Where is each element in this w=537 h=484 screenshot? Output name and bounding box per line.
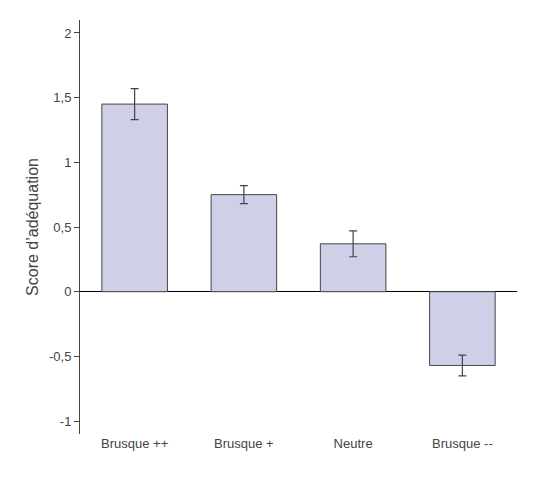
- svg-text:-1: -1: [60, 414, 72, 429]
- svg-text:1: 1: [64, 155, 71, 170]
- svg-text:Brusque --: Brusque --: [432, 436, 493, 451]
- svg-text:Brusque ++: Brusque ++: [101, 436, 168, 451]
- svg-text:1,5: 1,5: [53, 90, 71, 105]
- svg-text:0: 0: [64, 284, 71, 299]
- svg-text:2: 2: [64, 25, 71, 40]
- svg-text:Neutre: Neutre: [334, 436, 373, 451]
- svg-text:Score d’adéquation: Score d’adéquation: [24, 158, 41, 296]
- svg-text:Brusque +: Brusque +: [214, 436, 274, 451]
- svg-text:0,5: 0,5: [53, 220, 71, 235]
- svg-text:-0,5: -0,5: [49, 349, 71, 364]
